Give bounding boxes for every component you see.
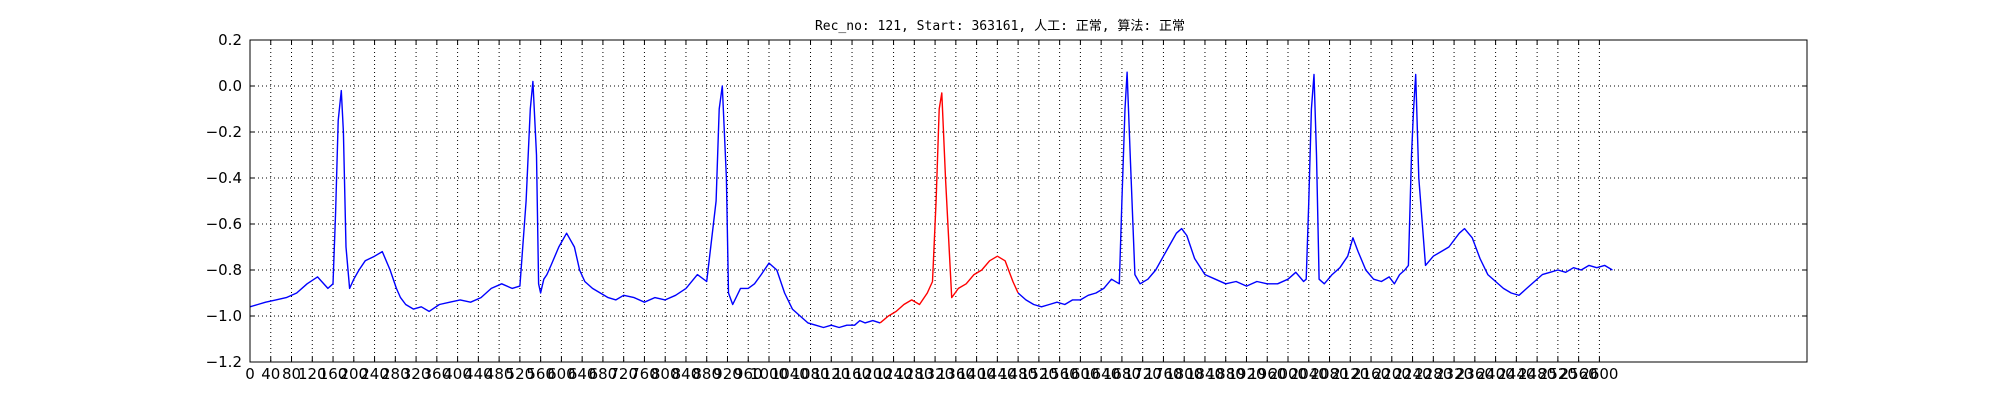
y-tick-label: 0.0 — [218, 77, 242, 95]
x-tick-label: 2280 — [1414, 365, 1452, 383]
x-tick-label: 1160 — [833, 365, 871, 383]
series-group — [249, 71, 1613, 329]
x-tick-label: 1640 — [1082, 365, 1120, 383]
x-tick-label: 840 — [672, 365, 701, 383]
ecg-trace-2 — [1017, 71, 1613, 308]
x-tick-label: 1240 — [874, 365, 912, 383]
x-tick-label: 0 — [245, 365, 255, 383]
x-tick-label: 2200 — [1373, 365, 1411, 383]
chart-title: Rec_no: 121, Start: 363161, 人工: 正常, 算法: … — [815, 19, 1185, 34]
x-tick-label: 2240 — [1393, 365, 1431, 383]
x-tick-label: 1000 — [750, 365, 788, 383]
x-tick-label: 1840 — [1186, 365, 1224, 383]
x-tick-label: 1960 — [1248, 365, 1286, 383]
x-tick-label: 1520 — [1020, 365, 1058, 383]
x-tick-label: 200 — [339, 365, 368, 383]
y-tick-label: −0.4 — [206, 169, 242, 187]
x-tick-label: 720 — [609, 365, 638, 383]
x-tick-label: 440 — [464, 365, 493, 383]
y-axis: 0.2 0.0 −0.2 −0.4 −0.6 −0.8 −1.0 −1.2 — [206, 31, 1807, 371]
x-tick-label: 1200 — [854, 365, 892, 383]
x-tick-label: 2080 — [1310, 365, 1348, 383]
ecg-trace-0 — [249, 80, 881, 329]
x-tick-label: 1920 — [1227, 365, 1265, 383]
x-tick-label: 2120 — [1331, 365, 1369, 383]
x-tick-label: 120 — [298, 365, 327, 383]
x-tick-label: 2400 — [1477, 365, 1515, 383]
x-tick-label: 400 — [443, 365, 472, 383]
x-tick-label: 240 — [360, 365, 389, 383]
y-tick-label: −0.8 — [206, 261, 242, 279]
x-tick-label: 2160 — [1352, 365, 1390, 383]
y-tick-label: −0.2 — [206, 123, 242, 141]
x-tick-label: 960 — [734, 365, 763, 383]
x-tick-label: 1880 — [1207, 365, 1245, 383]
x-tick-label: 160 — [319, 365, 348, 383]
x-tick-label: 600 — [547, 365, 576, 383]
x-tick-label: 1480 — [999, 365, 1037, 383]
x-tick-label: 1560 — [1041, 365, 1079, 383]
x-tick-label: 920 — [713, 365, 742, 383]
x-tick-label: 1400 — [958, 365, 996, 383]
x-tick-label: 1800 — [1165, 365, 1203, 383]
x-tick-label: 80 — [282, 365, 301, 383]
x-tick-label: 280 — [381, 365, 410, 383]
x-tick-label: 800 — [651, 365, 680, 383]
x-tick-label: 880 — [692, 365, 721, 383]
x-tick-label: 2560 — [1560, 365, 1598, 383]
x-tick-label: 320 — [402, 365, 431, 383]
y-tick-label: −1.2 — [206, 353, 242, 371]
x-tick-label: 1360 — [937, 365, 975, 383]
x-tick-label: 520 — [506, 365, 535, 383]
y-tick-label: 0.2 — [218, 31, 242, 49]
x-tick-label: 40 — [261, 365, 280, 383]
grid-lines — [249, 39, 1807, 363]
x-tick-label: 1320 — [916, 365, 954, 383]
x-tick-label: 680 — [589, 365, 618, 383]
x-tick-label: 2440 — [1497, 365, 1535, 383]
x-tick-label: 1720 — [1124, 365, 1162, 383]
x-tick-label: 1080 — [791, 365, 829, 383]
x-tick-label: 1120 — [812, 365, 850, 383]
x-tick-label: 360 — [423, 365, 452, 383]
x-tick-label: 2520 — [1539, 365, 1577, 383]
x-axis: 0 40 8012016020024028032036040044048052056… — [245, 40, 1618, 383]
x-tick-label: 2360 — [1456, 365, 1494, 383]
x-tick-label: 2320 — [1435, 365, 1473, 383]
y-tick-label: −1.0 — [206, 307, 242, 325]
y-tick-label: −0.6 — [206, 215, 242, 233]
x-tick-label: 1280 — [895, 365, 933, 383]
x-tick-label: 2000 — [1269, 365, 1307, 383]
x-tick-label: 560 — [526, 365, 555, 383]
x-tick-label: 640 — [568, 365, 597, 383]
x-tick-label: 480 — [485, 365, 514, 383]
x-tick-label: 1440 — [978, 365, 1016, 383]
plot-frame — [249, 39, 1808, 363]
ecg-trace-1 — [879, 92, 1019, 324]
x-tick-label: 2600 — [1580, 365, 1618, 383]
x-tick-label: 1600 — [1061, 365, 1099, 383]
x-tick-label: 2040 — [1290, 365, 1328, 383]
x-tick-label: 760 — [630, 365, 659, 383]
x-tick-label: 1760 — [1144, 365, 1182, 383]
x-tick-label: 2480 — [1518, 365, 1556, 383]
x-tick-label: 1680 — [1103, 365, 1141, 383]
x-tick-label: 1040 — [771, 365, 809, 383]
